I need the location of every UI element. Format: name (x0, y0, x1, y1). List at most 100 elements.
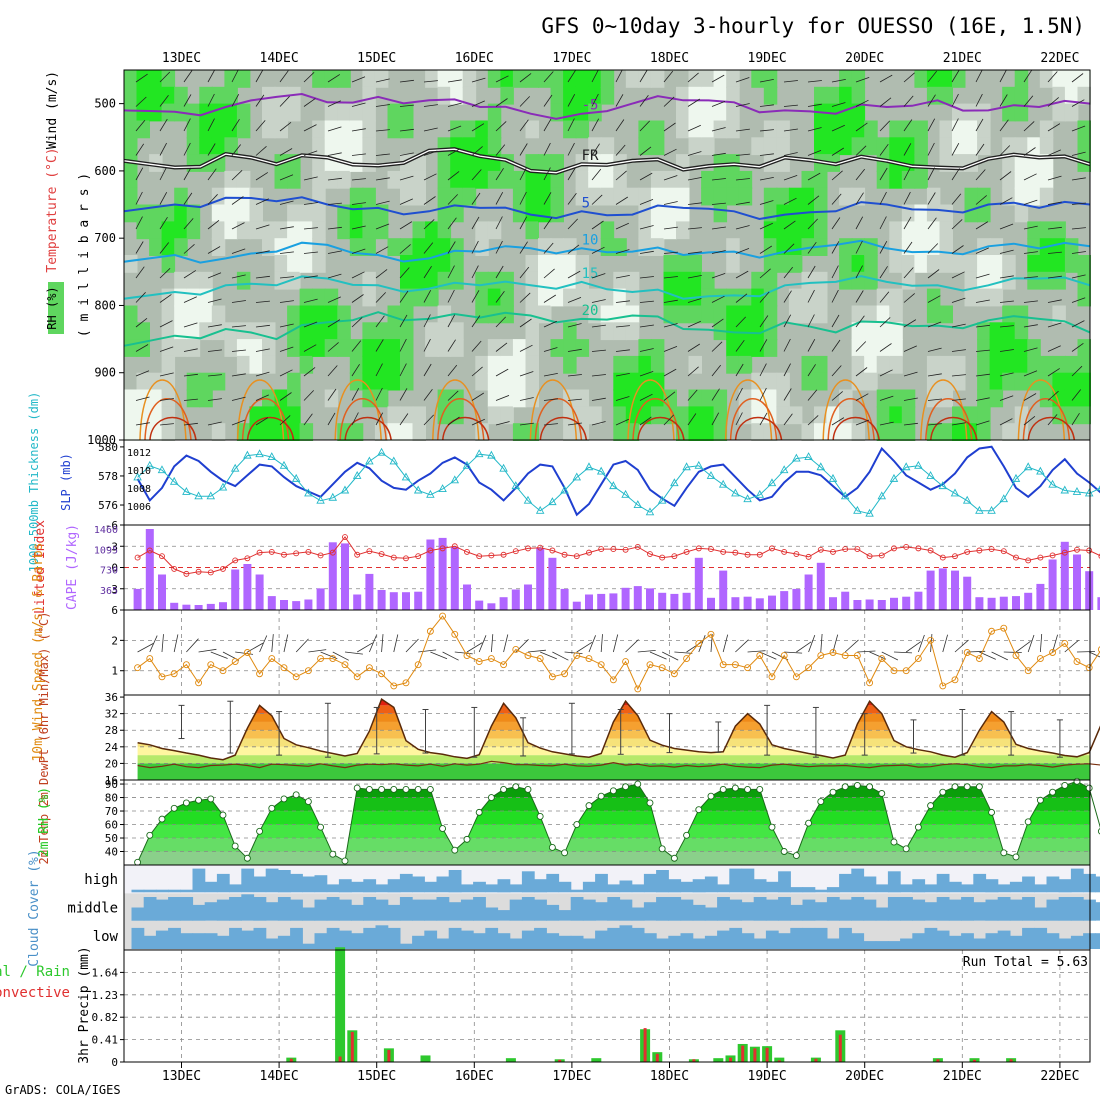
wind-speed-line-point (927, 636, 935, 644)
rh-cell (124, 103, 138, 122)
rh-cell (788, 288, 803, 307)
rh-cell (600, 238, 615, 256)
wind-barb (447, 217, 457, 230)
wind-barb (783, 266, 794, 279)
rh-cell (1064, 86, 1079, 105)
rh-cell (688, 137, 702, 156)
rh-cell (362, 372, 376, 391)
rh-cell (1077, 288, 1091, 307)
rh-cell (362, 120, 376, 139)
wind-barb (639, 95, 649, 107)
wind-barb (356, 642, 373, 653)
rh-line-point (878, 790, 886, 797)
li-line-point (683, 548, 690, 555)
rh-cell (1002, 305, 1016, 324)
wind-barb (283, 634, 289, 653)
rh-cell (312, 339, 326, 357)
wind-barb (857, 650, 876, 653)
rh-cell (437, 154, 452, 172)
rh-cell (851, 103, 866, 122)
wind-barb (327, 273, 342, 279)
wind-barb (975, 69, 983, 83)
rh-cell (726, 288, 740, 307)
wind-barb (327, 342, 339, 352)
cloud-cell (900, 938, 913, 949)
wind-barb (591, 143, 600, 156)
thickness-line-point (828, 473, 838, 482)
wind-barb (1047, 251, 1062, 254)
rh-cell (400, 372, 414, 391)
rh-cell (450, 339, 464, 357)
cloud-cell (131, 889, 145, 893)
wind-barb (210, 651, 228, 659)
rh-cell (663, 255, 677, 273)
thickness-line-point (474, 449, 484, 458)
cloud-cell (1070, 897, 1084, 921)
wind-barb (759, 363, 767, 377)
rh-cell (600, 322, 615, 341)
cloud-cell (558, 881, 572, 893)
rh-line-point (939, 788, 947, 796)
cloud-cell (729, 868, 743, 893)
thickness-line-point (267, 452, 277, 461)
cloud-cell (741, 868, 755, 893)
rh-cell (299, 288, 314, 307)
rh-cell (249, 339, 263, 357)
rh-cell (851, 372, 866, 391)
wind-barb (423, 173, 437, 181)
thickness-line-point (962, 495, 972, 504)
rh-cell (199, 389, 213, 408)
wind-barb (1023, 95, 1034, 107)
wind-barb (207, 398, 222, 401)
li-line-point (207, 569, 214, 576)
wind-barb (1047, 175, 1062, 181)
wind-barb (807, 241, 817, 254)
rh-cell (387, 238, 401, 256)
wind-barb (351, 412, 359, 426)
wind-barb (951, 271, 965, 279)
rh-cell (851, 423, 866, 441)
cloud-cell (790, 927, 804, 949)
wind-barb (543, 268, 555, 279)
cape-bar (633, 586, 642, 610)
rh-cell (713, 204, 728, 223)
rh-cell (475, 238, 489, 256)
cloud-cell (1034, 907, 1048, 921)
cloud-cell (521, 930, 535, 949)
rh-cell (262, 103, 276, 122)
wind-barb (515, 639, 529, 653)
wind-barb (279, 226, 294, 230)
wind-barb (423, 104, 438, 107)
wind-barb (159, 142, 167, 156)
cloud-cell (168, 927, 181, 949)
wind-barb (615, 396, 630, 401)
rh-cell (575, 288, 590, 307)
wind-barb (855, 77, 870, 83)
wind-speed-line-point (609, 676, 617, 684)
cape-bar (877, 600, 886, 610)
cloud-cell (875, 884, 889, 893)
wind-barb (663, 323, 678, 328)
wind-barb (423, 290, 432, 303)
li-line-point (927, 547, 934, 554)
rh-cell (525, 322, 539, 341)
rh-cell (977, 120, 991, 139)
cloud-cell (387, 927, 401, 949)
rh-cell (1002, 423, 1016, 441)
top-date-label: 20DEC (845, 51, 884, 66)
rh-cell (287, 103, 301, 122)
rh-cell (274, 255, 288, 273)
cape-bar (463, 584, 471, 610)
rh-cell (1077, 120, 1091, 139)
wind-barb (478, 635, 487, 653)
rh-cell (763, 339, 778, 357)
wind-barb (639, 172, 653, 181)
precip-total-bar (505, 1058, 516, 1062)
cloud-cell (375, 899, 389, 921)
wind-barb (1023, 121, 1035, 132)
cloud-cell (302, 907, 316, 921)
rh-cell (324, 389, 339, 408)
wind-barb (711, 101, 726, 107)
wind-barb (591, 421, 606, 426)
